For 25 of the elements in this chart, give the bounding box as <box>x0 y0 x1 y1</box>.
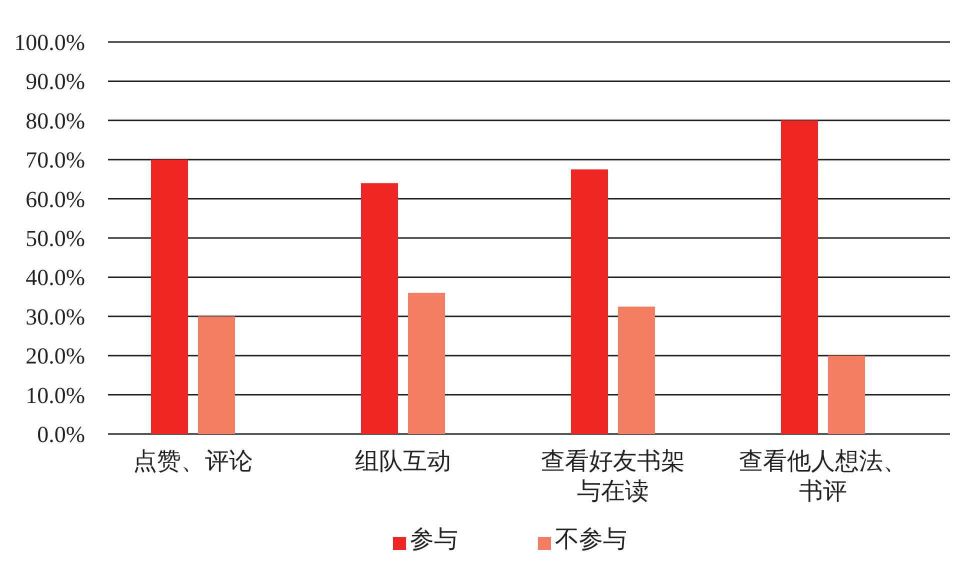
y-tick-label: 40.0% <box>26 265 85 290</box>
bar <box>618 306 655 434</box>
y-tick-label: 80.0% <box>26 108 85 134</box>
x-tick-label: 查看好友书架与在读 <box>541 449 685 505</box>
bar <box>408 292 445 434</box>
bar <box>781 120 818 434</box>
bar <box>361 183 398 434</box>
x-tick-label: 查看他人想法、书评 <box>739 449 907 505</box>
y-tick-label: 100.0% <box>14 30 85 55</box>
x-tick-label: 点赞、评论 <box>133 449 253 475</box>
y-tick-label: 70.0% <box>26 148 85 173</box>
bar <box>198 316 235 434</box>
y-tick-label: 0.0% <box>37 422 85 447</box>
legend-label: 参与 <box>410 527 458 553</box>
y-tick-label: 90.0% <box>26 69 85 94</box>
y-tick-label: 50.0% <box>26 226 85 251</box>
y-tick-label: 20.0% <box>26 344 85 369</box>
bar <box>828 356 865 434</box>
y-tick-label: 10.0% <box>26 382 85 408</box>
bar <box>151 160 188 434</box>
x-tick-label: 组队互动 <box>355 449 451 475</box>
y-tick-label: 60.0% <box>26 186 85 212</box>
bar <box>571 169 608 434</box>
y-tick-label: 30.0% <box>26 304 85 330</box>
legend-label: 不参与 <box>555 527 627 553</box>
